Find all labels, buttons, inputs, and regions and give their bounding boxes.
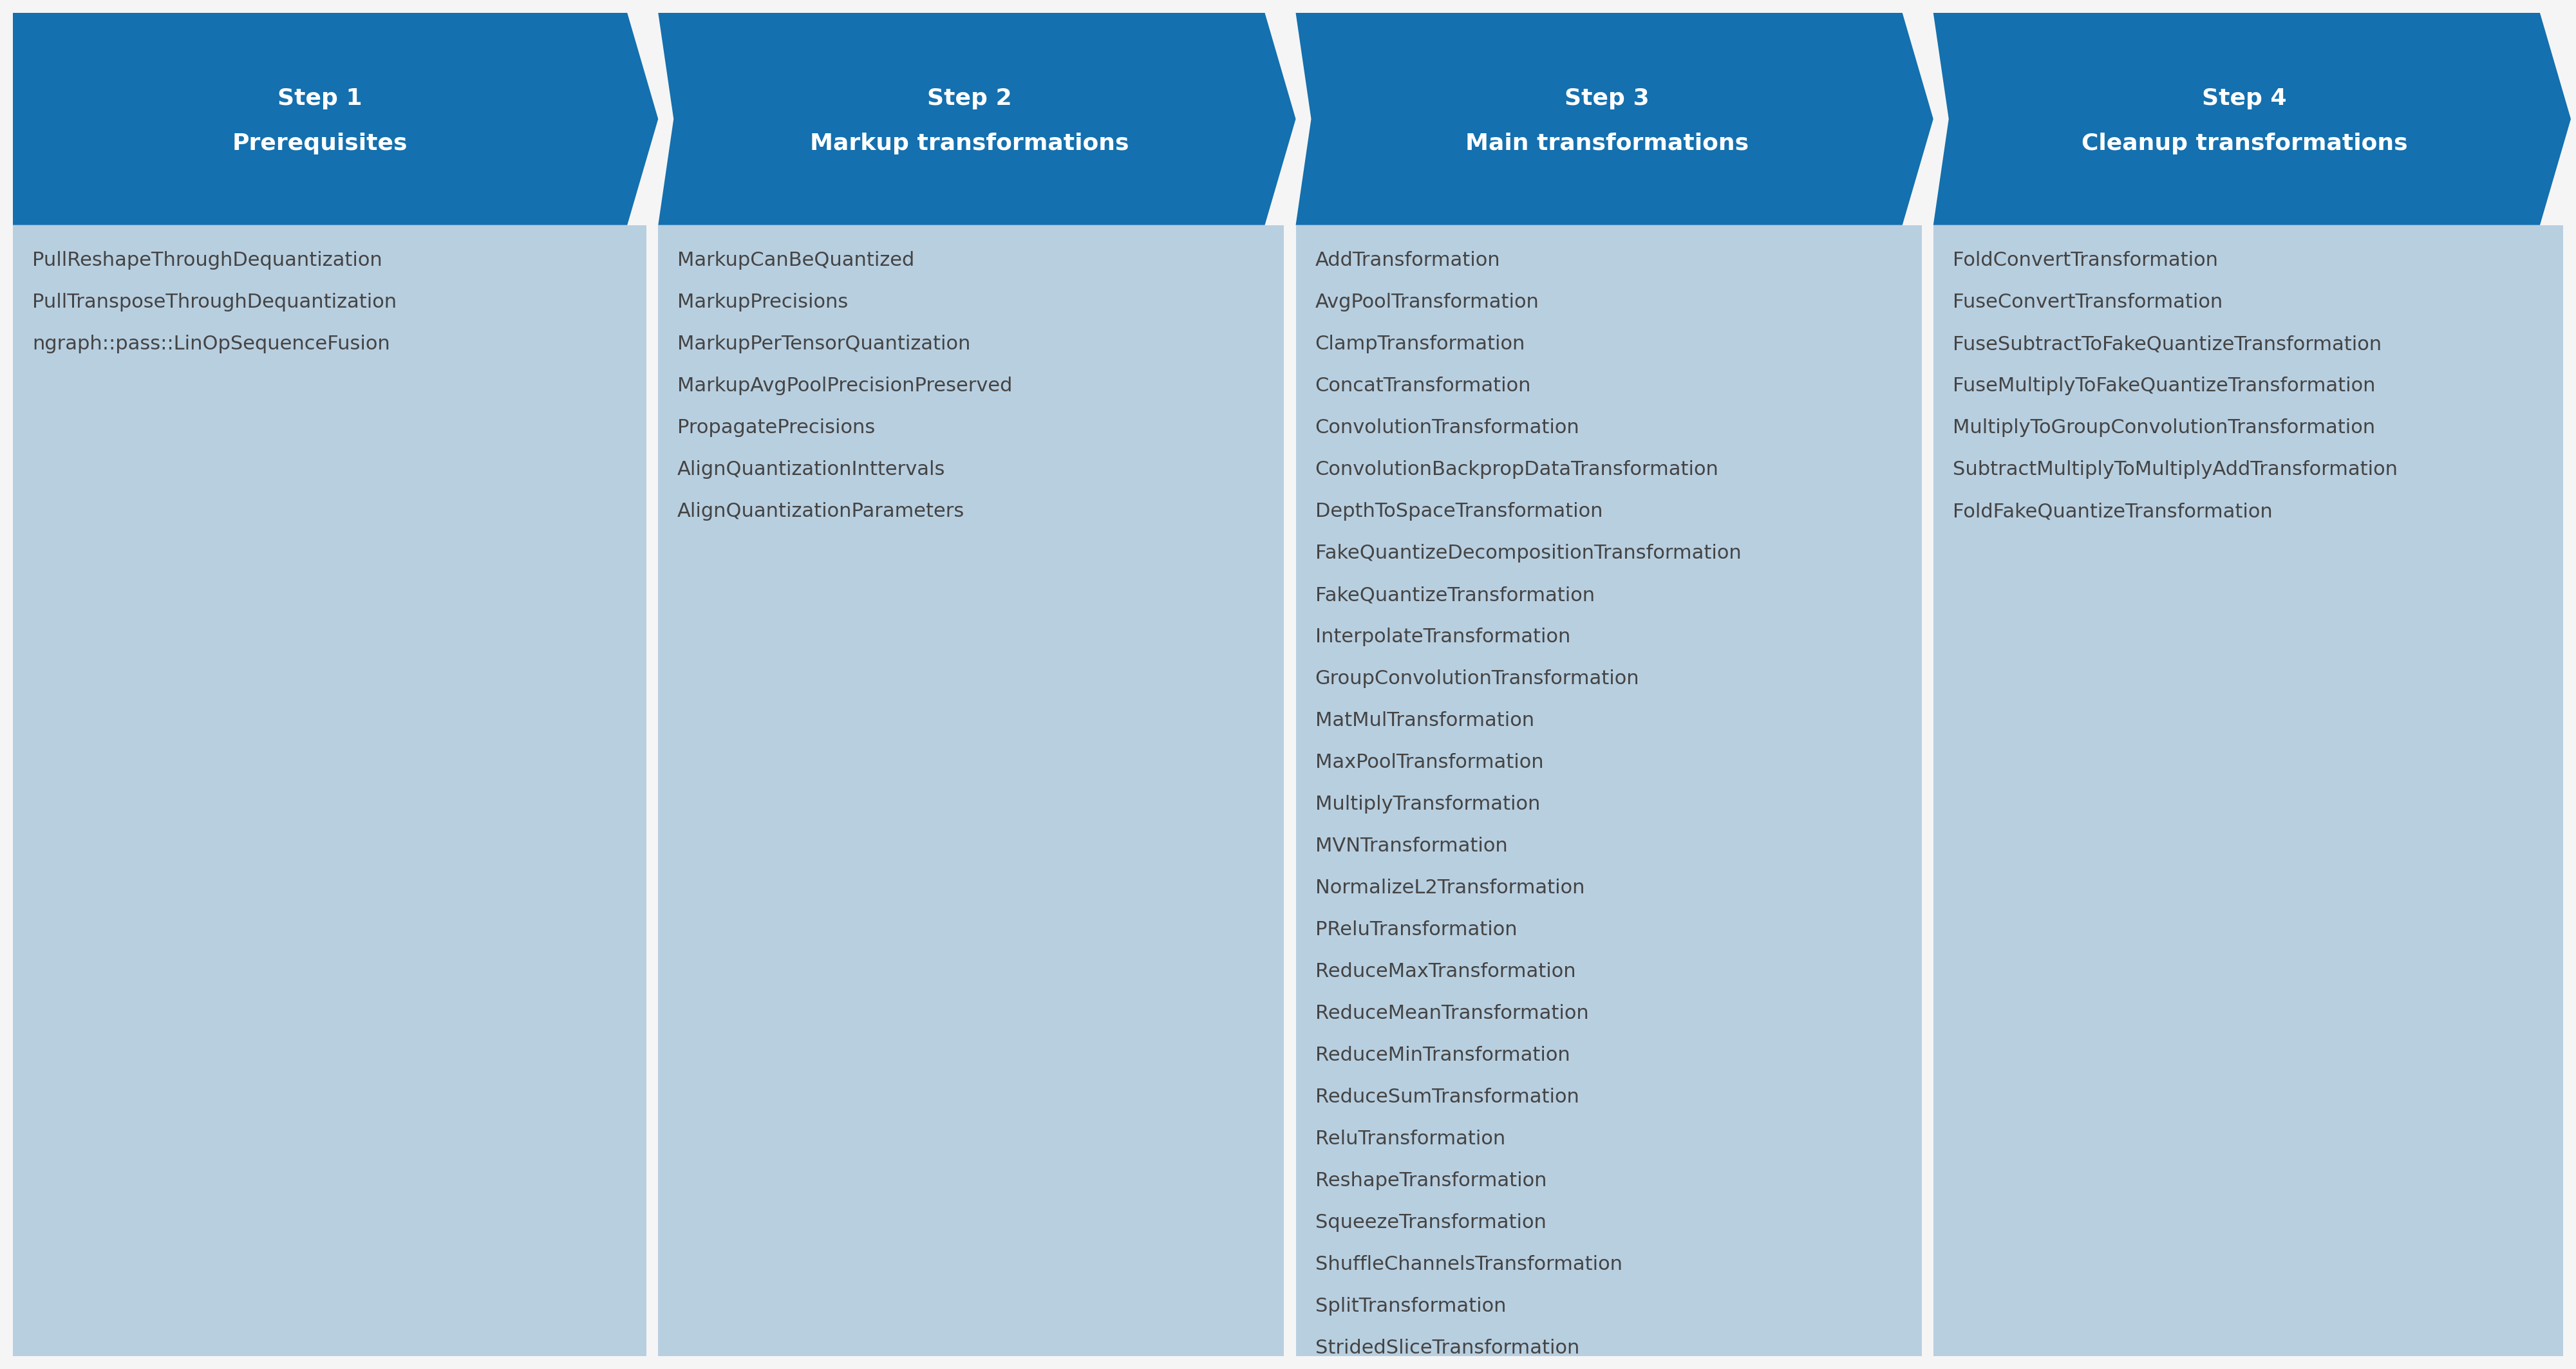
Text: Cleanup transformations: Cleanup transformations xyxy=(2081,133,2409,155)
Polygon shape xyxy=(659,12,1296,225)
Text: ClampTransformation: ClampTransformation xyxy=(1314,335,1525,353)
Text: Step 1: Step 1 xyxy=(278,88,363,110)
Text: MarkupCanBeQuantized: MarkupCanBeQuantized xyxy=(677,251,914,270)
Text: SqueezeTransformation: SqueezeTransformation xyxy=(1314,1213,1546,1232)
Text: FakeQuantizeTransformation: FakeQuantizeTransformation xyxy=(1314,586,1595,605)
Text: ConcatTransformation: ConcatTransformation xyxy=(1314,376,1530,396)
Text: ConvolutionBackpropDataTransformation: ConvolutionBackpropDataTransformation xyxy=(1314,460,1718,479)
Polygon shape xyxy=(1932,12,2571,225)
Text: FuseSubtractToFakeQuantizeTransformation: FuseSubtractToFakeQuantizeTransformation xyxy=(1953,335,2380,353)
Text: InterpolateTransformation: InterpolateTransformation xyxy=(1314,627,1571,646)
Text: MultiplyTransformation: MultiplyTransformation xyxy=(1314,795,1540,813)
Text: MVNTransformation: MVNTransformation xyxy=(1314,836,1507,856)
Text: ConvolutionTransformation: ConvolutionTransformation xyxy=(1314,419,1579,437)
Text: Step 4: Step 4 xyxy=(2202,88,2287,110)
Text: ReduceMinTransformation: ReduceMinTransformation xyxy=(1314,1046,1569,1065)
Text: MaxPoolTransformation: MaxPoolTransformation xyxy=(1314,753,1543,772)
Text: ReduceSumTransformation: ReduceSumTransformation xyxy=(1314,1088,1579,1106)
Text: PullReshapeThroughDequantization: PullReshapeThroughDequantization xyxy=(31,251,381,270)
Text: ReduceMeanTransformation: ReduceMeanTransformation xyxy=(1314,1005,1589,1023)
FancyBboxPatch shape xyxy=(659,225,1283,1357)
Text: ReduceMaxTransformation: ReduceMaxTransformation xyxy=(1314,962,1577,982)
FancyBboxPatch shape xyxy=(1932,225,2563,1357)
Text: PullTransposeThroughDequantization: PullTransposeThroughDequantization xyxy=(31,293,397,312)
Text: MarkupPerTensorQuantization: MarkupPerTensorQuantization xyxy=(677,335,971,353)
Text: AlignQuantizationParameters: AlignQuantizationParameters xyxy=(677,502,966,520)
Text: MatMulTransformation: MatMulTransformation xyxy=(1314,712,1535,730)
Polygon shape xyxy=(1296,12,1932,225)
Text: Step 2: Step 2 xyxy=(927,88,1012,110)
Text: PReluTransformation: PReluTransformation xyxy=(1314,920,1517,939)
Text: Prerequisites: Prerequisites xyxy=(232,133,407,155)
Text: SubtractMultiplyToMultiplyAddTransformation: SubtractMultiplyToMultiplyAddTransformat… xyxy=(1953,460,2398,479)
Text: MarkupAvgPoolPrecisionPreserved: MarkupAvgPoolPrecisionPreserved xyxy=(677,376,1012,396)
Text: ReluTransformation: ReluTransformation xyxy=(1314,1129,1504,1149)
Text: FoldConvertTransformation: FoldConvertTransformation xyxy=(1953,251,2218,270)
Text: DepthToSpaceTransformation: DepthToSpaceTransformation xyxy=(1314,502,1602,520)
Text: GroupConvolutionTransformation: GroupConvolutionTransformation xyxy=(1314,669,1638,689)
Text: NormalizeL2Transformation: NormalizeL2Transformation xyxy=(1314,879,1584,897)
Polygon shape xyxy=(13,12,659,225)
Text: PropagatePrecisions: PropagatePrecisions xyxy=(677,419,876,437)
Text: ReshapeTransformation: ReshapeTransformation xyxy=(1314,1172,1546,1190)
Text: ShuffleChannelsTransformation: ShuffleChannelsTransformation xyxy=(1314,1255,1623,1275)
Text: ngraph::pass::LinOpSequenceFusion: ngraph::pass::LinOpSequenceFusion xyxy=(31,335,389,353)
Text: FuseConvertTransformation: FuseConvertTransformation xyxy=(1953,293,2223,312)
Text: Step 3: Step 3 xyxy=(1564,88,1649,110)
FancyBboxPatch shape xyxy=(1296,225,1922,1357)
Text: AlignQuantizationInttervals: AlignQuantizationInttervals xyxy=(677,460,945,479)
Text: SplitTransformation: SplitTransformation xyxy=(1314,1296,1507,1316)
Text: Main transformations: Main transformations xyxy=(1466,133,1749,155)
Text: MarkupPrecisions: MarkupPrecisions xyxy=(677,293,848,312)
Text: AddTransformation: AddTransformation xyxy=(1314,251,1499,270)
Text: MultiplyToGroupConvolutionTransformation: MultiplyToGroupConvolutionTransformation xyxy=(1953,419,2375,437)
Text: StridedSliceTransformation: StridedSliceTransformation xyxy=(1314,1339,1579,1358)
Text: FuseMultiplyToFakeQuantizeTransformation: FuseMultiplyToFakeQuantizeTransformation xyxy=(1953,376,2375,396)
Text: FakeQuantizeDecompositionTransformation: FakeQuantizeDecompositionTransformation xyxy=(1314,543,1741,563)
Text: AvgPoolTransformation: AvgPoolTransformation xyxy=(1314,293,1538,312)
FancyBboxPatch shape xyxy=(13,225,647,1357)
Text: FoldFakeQuantizeTransformation: FoldFakeQuantizeTransformation xyxy=(1953,502,2272,520)
Text: Markup transformations: Markup transformations xyxy=(809,133,1128,155)
